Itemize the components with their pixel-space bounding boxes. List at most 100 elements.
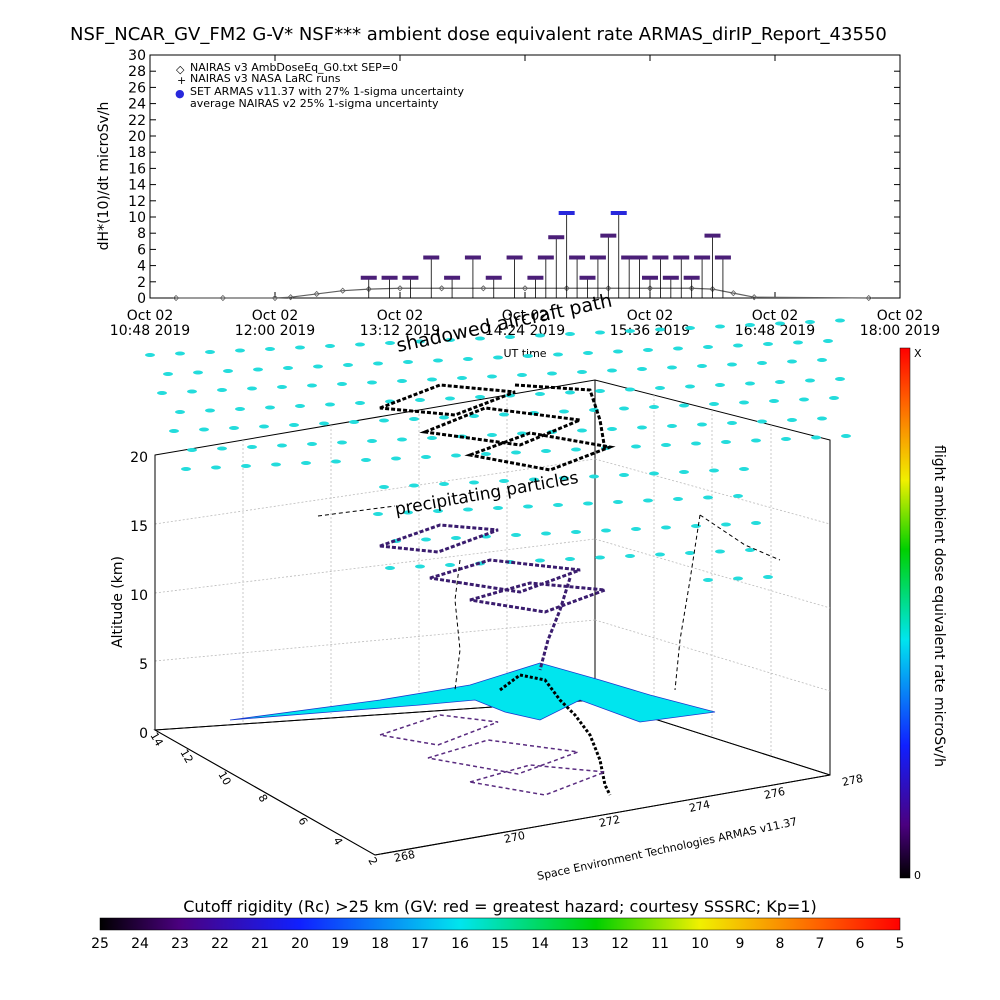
precip-dot: [559, 476, 569, 480]
precip-dot: [475, 395, 485, 399]
precip-dot: [295, 404, 305, 408]
rigidity-tick-label: 6: [856, 936, 865, 952]
precip-dot: [211, 465, 221, 470]
rigidity-ticks: 25 24 23 22 21 20 19 18 17 16 15 14 13 12 11 10 9 8 7 6 5: [91, 936, 904, 952]
y-tick-label: 18: [128, 145, 146, 161]
lon-tick: 276: [763, 785, 786, 802]
precip-dot: [625, 387, 635, 392]
precip-dot: [415, 564, 425, 569]
precip-dot: [631, 527, 641, 531]
x-tick-label: Oct 02: [752, 308, 798, 324]
precip-dot: [523, 504, 533, 509]
precip-dot: [649, 405, 659, 409]
precip-dot: [337, 382, 347, 386]
precip-dot: [631, 444, 641, 449]
precip-dot: [481, 534, 491, 539]
precip-dot: [595, 555, 605, 560]
precip-dot: [349, 420, 359, 424]
rigidity-tick-label: 8: [776, 936, 785, 952]
rigidity-colorbar: Cutoff rigidity (Rc) >25 km (GV: red = g…: [91, 897, 904, 952]
precip-dot: [205, 408, 215, 413]
nairas-point: [480, 285, 487, 292]
precip-dot: [745, 381, 755, 386]
precip-dot: [811, 435, 821, 440]
precip-dot: [595, 389, 605, 393]
precip-dot: [655, 327, 665, 332]
precip-dot: [307, 442, 317, 446]
precip-dot: [781, 437, 791, 441]
precip-dot: [157, 391, 167, 395]
precip-dot: [487, 433, 497, 437]
legend: ◇ NAIRAS v3 AmbDoseEq_G0.txt SEP=0 + NAI…: [175, 61, 464, 110]
precip-dot: [487, 374, 497, 379]
precip-dot: [769, 399, 779, 403]
precip-dot: [625, 329, 635, 333]
precip-dot: [709, 468, 719, 473]
nairas-point: [396, 285, 404, 292]
precip-dot: [823, 339, 833, 343]
precip-dot: [661, 443, 671, 447]
precip-dot: [817, 416, 827, 421]
precip-dot: [799, 397, 809, 402]
precip-dot: [721, 522, 731, 527]
precip-dot: [655, 552, 665, 557]
precip-dot: [787, 359, 797, 364]
nairas-point: [438, 285, 445, 292]
nairas-point: [287, 294, 294, 301]
lon-tick: 268: [393, 848, 416, 865]
legend-entry: NAIRAS v3 NASA LaRC runs: [190, 72, 341, 85]
precip-dot: [475, 336, 485, 341]
precip-dot: [715, 324, 725, 329]
precip-dot: [199, 427, 209, 432]
longitude-axis: 268 270 272 274 276 278: [393, 772, 864, 865]
precip-dot: [589, 474, 599, 479]
rigidity-tick-label: 19: [331, 936, 349, 952]
precip-dot: [433, 358, 443, 363]
lat-tick: 4: [330, 835, 345, 848]
precip-dot: [445, 563, 455, 567]
precip-dot: [667, 365, 677, 370]
y-tick-label: 20: [128, 129, 146, 145]
precip-dot: [709, 402, 719, 406]
precip-dot: [805, 378, 815, 383]
rigidity-tick-label: 18: [371, 936, 389, 952]
x-tick-label: 18:00 2019: [860, 323, 940, 339]
x-tick-label: 10:48 2019: [110, 323, 190, 339]
altitude-tick: 20: [130, 450, 148, 466]
altitude-tick: 0: [139, 726, 148, 742]
x-tick-label: Oct 02: [627, 308, 673, 324]
x-tick-label: 14:24 2019: [485, 323, 565, 339]
rigidity-tick-label: 10: [691, 936, 709, 952]
precip-dot: [685, 551, 695, 555]
precip-dot: [163, 372, 173, 376]
nairas-point: [521, 285, 529, 292]
precip-dot: [379, 485, 389, 489]
rigidity-colorbar-bar: [99, 917, 901, 931]
precip-dot: [619, 473, 629, 477]
precip-dot: [625, 554, 635, 558]
nairas-point: [172, 294, 180, 302]
lon-tick: 274: [688, 798, 711, 815]
rigidity-tick-label: 9: [736, 936, 745, 952]
precipitating-particles: [145, 318, 851, 582]
rigidity-tick-label: 21: [251, 936, 269, 952]
nairas-point: [865, 294, 872, 302]
precip-dot: [499, 412, 509, 417]
precip-dot: [259, 424, 269, 429]
precip-dot: [493, 506, 503, 510]
precip-dot: [727, 362, 737, 367]
precip-dot: [439, 482, 449, 486]
precip-dot: [421, 455, 431, 459]
precip-dot: [391, 456, 401, 461]
coastline: [499, 673, 612, 796]
precip-dot: [367, 439, 377, 443]
precip-dot: [481, 452, 491, 456]
precip-dot: [403, 510, 413, 515]
y-tick-label: 8: [137, 226, 146, 242]
precip-dot: [613, 500, 623, 504]
rigidity-tick-label: 23: [171, 936, 189, 952]
precip-dot: [721, 440, 731, 444]
precip-dot: [343, 363, 353, 367]
rigidity-tick-label: 14: [531, 936, 549, 952]
